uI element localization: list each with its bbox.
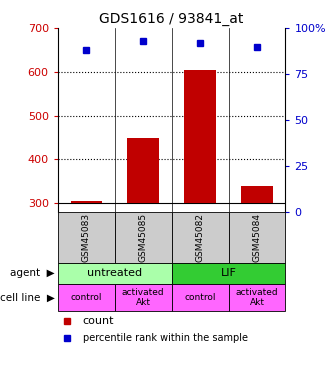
- Text: percentile rank within the sample: percentile rank within the sample: [83, 333, 248, 343]
- Bar: [58, 262, 172, 284]
- Text: control: control: [71, 293, 102, 302]
- Bar: [115, 212, 172, 262]
- Text: count: count: [83, 316, 114, 326]
- Bar: [241, 186, 273, 203]
- Bar: [172, 262, 285, 284]
- Text: GSM45085: GSM45085: [139, 213, 148, 262]
- Bar: [172, 284, 228, 311]
- Text: GSM45082: GSM45082: [196, 213, 205, 262]
- Bar: [228, 284, 285, 311]
- Text: control: control: [184, 293, 216, 302]
- Text: agent  ▶: agent ▶: [10, 268, 54, 278]
- Bar: [184, 70, 216, 203]
- Text: GSM45083: GSM45083: [82, 213, 91, 262]
- Text: LIF: LIF: [220, 268, 237, 278]
- Text: activated
Akt: activated Akt: [236, 288, 278, 308]
- Title: GDS1616 / 93841_at: GDS1616 / 93841_at: [99, 12, 244, 26]
- Bar: [115, 284, 172, 311]
- Bar: [127, 138, 159, 203]
- Bar: [228, 212, 285, 262]
- Text: activated
Akt: activated Akt: [122, 288, 164, 308]
- Text: untreated: untreated: [87, 268, 142, 278]
- Bar: [58, 212, 115, 262]
- Bar: [172, 212, 228, 262]
- Bar: [71, 201, 102, 203]
- Text: cell line  ▶: cell line ▶: [0, 293, 54, 303]
- Bar: [58, 284, 115, 311]
- Text: GSM45084: GSM45084: [252, 213, 261, 262]
